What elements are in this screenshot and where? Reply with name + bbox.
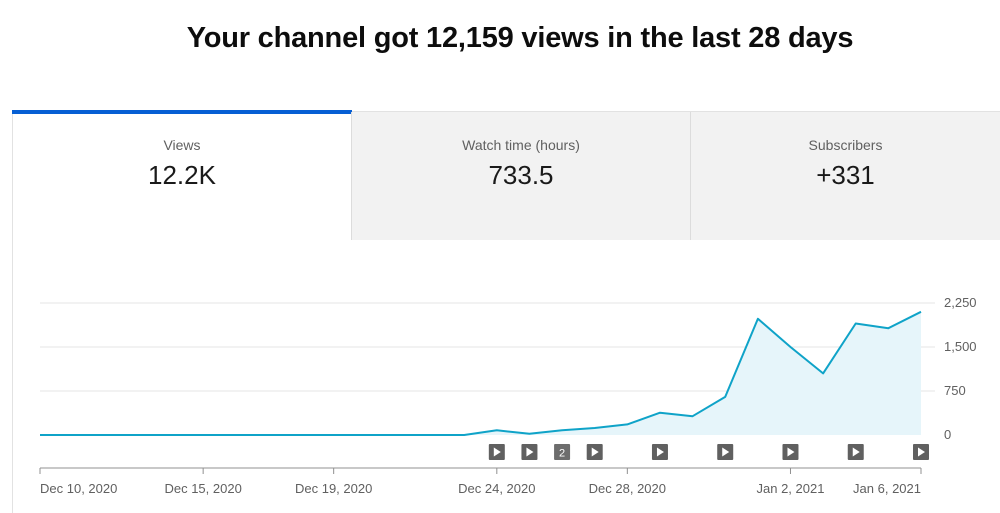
- x-tick-label: Jan 2, 2021: [757, 481, 825, 496]
- panel-left-border: [12, 239, 13, 513]
- y-tick-label: 0: [944, 427, 951, 442]
- x-tick-label: Jan 6, 2021: [853, 481, 921, 496]
- video-marker[interactable]: [847, 444, 864, 460]
- y-tick-label: 750: [944, 383, 966, 398]
- tab-subscribers[interactable]: Subscribers +331: [690, 112, 1000, 240]
- page-title: Your channel got 12,159 views in the las…: [186, 22, 854, 54]
- video-marker[interactable]: 2: [554, 444, 571, 460]
- play-icon: [656, 447, 664, 457]
- tab-watch-time-value: 733.5: [488, 160, 554, 190]
- video-marker[interactable]: [586, 444, 603, 460]
- tab-views-value: 12.2K: [148, 160, 216, 190]
- tab-subscribers-label: Subscribers: [808, 137, 883, 153]
- video-marker[interactable]: [651, 444, 668, 460]
- tab-subscribers-value: +331: [816, 160, 875, 190]
- play-icon: [852, 447, 860, 457]
- video-marker[interactable]: [488, 444, 505, 460]
- play-icon: [787, 447, 795, 457]
- play-icon: [526, 447, 534, 457]
- video-marker[interactable]: [782, 444, 799, 460]
- video-marker[interactable]: [717, 444, 734, 460]
- tab-watch-time[interactable]: Watch time (hours) 733.5: [351, 112, 690, 240]
- tab-watch-time-label: Watch time (hours): [462, 137, 580, 153]
- play-icon: [591, 447, 599, 457]
- video-marker-count: 2: [559, 448, 565, 460]
- x-tick-label: Dec 19, 2020: [295, 481, 372, 496]
- x-tick-label: Dec 10, 2020: [40, 481, 117, 496]
- play-icon: [493, 447, 501, 457]
- x-tick-label: Dec 24, 2020: [458, 481, 535, 496]
- video-marker[interactable]: [913, 444, 929, 460]
- tab-views[interactable]: Views 12.2K: [12, 110, 352, 240]
- play-icon: [722, 447, 730, 457]
- tab-views-label: Views: [163, 137, 201, 153]
- views-line: [40, 310, 922, 436]
- x-tick-label: Dec 28, 2020: [589, 481, 666, 496]
- views-area: [40, 311, 921, 435]
- play-icon: [918, 447, 925, 457]
- video-marker[interactable]: [521, 444, 538, 460]
- x-tick-label: Dec 15, 2020: [164, 481, 241, 496]
- y-tick-label: 1,500: [944, 339, 977, 354]
- metric-tabs: Views 12.2K Watch time (hours) 733.5 Sub…: [12, 110, 1000, 240]
- y-tick-label: 2,250: [944, 295, 977, 310]
- video-marker-box: [554, 444, 571, 460]
